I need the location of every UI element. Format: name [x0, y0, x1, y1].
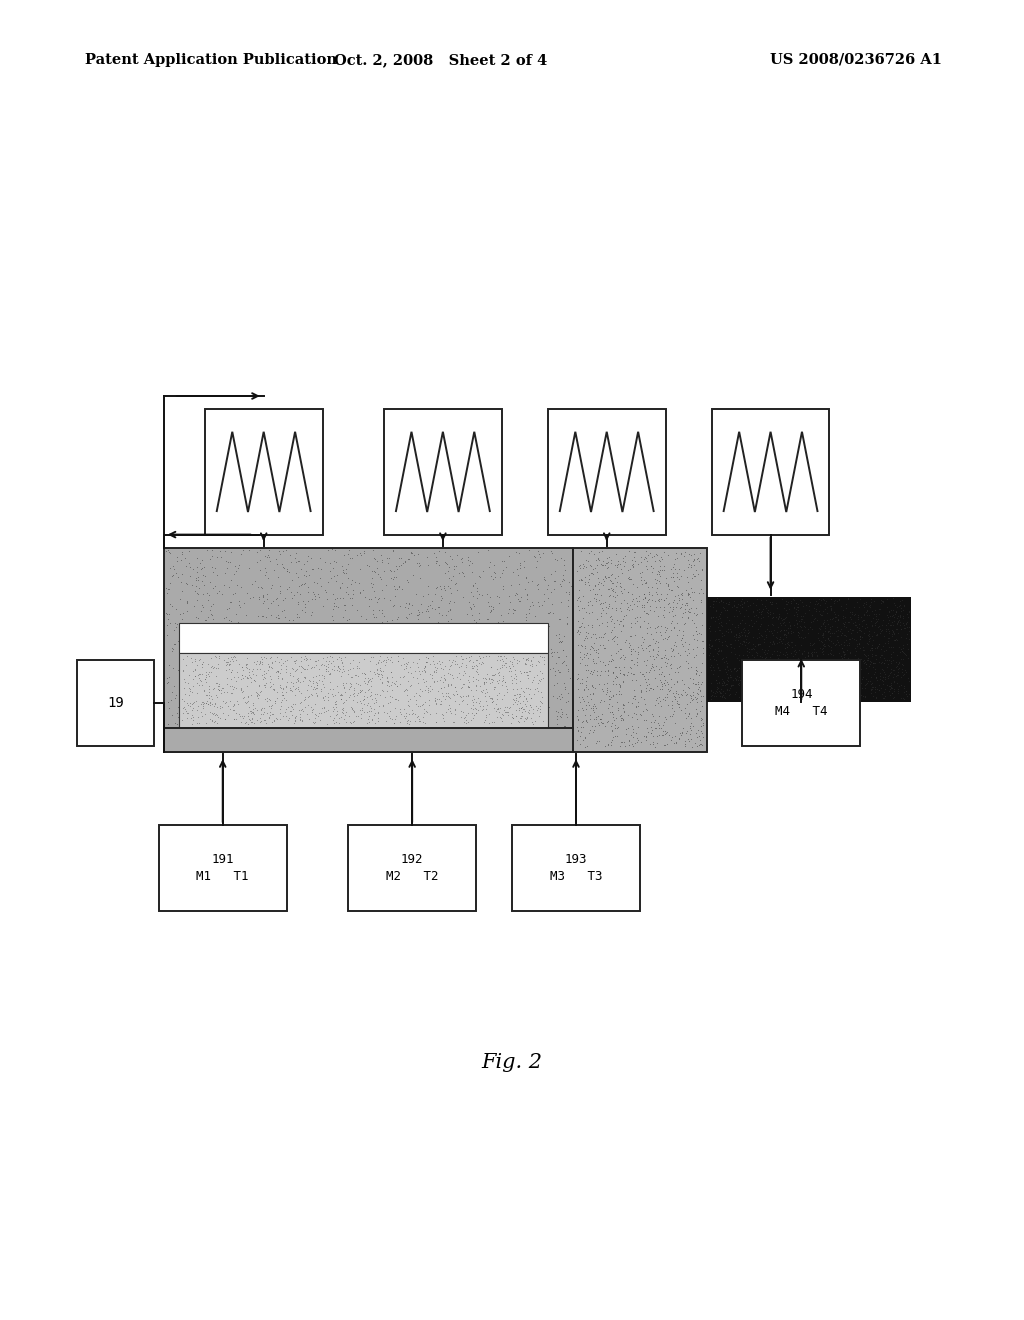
Bar [548, 409, 666, 535]
Bar [573, 548, 707, 752]
Bar [707, 597, 911, 702]
Text: Fig. 2: Fig. 2 [481, 1053, 543, 1072]
Text: Patent Application Publication: Patent Application Publication [85, 53, 337, 67]
Bar [384, 409, 502, 535]
Bar [164, 727, 573, 752]
Text: 193
M3   T3: 193 M3 T3 [550, 853, 602, 883]
Bar [179, 652, 548, 729]
Bar [77, 660, 154, 746]
Text: US 2008/0236726 A1: US 2008/0236726 A1 [770, 53, 942, 67]
Bar [159, 825, 287, 911]
Bar [179, 623, 548, 652]
Text: 191
M1   T1: 191 M1 T1 [197, 853, 249, 883]
Bar [512, 825, 640, 911]
Bar [712, 409, 829, 535]
Text: 192
M2   T2: 192 M2 T2 [386, 853, 438, 883]
Text: Oct. 2, 2008   Sheet 2 of 4: Oct. 2, 2008 Sheet 2 of 4 [334, 53, 547, 67]
Text: 194
M4   T4: 194 M4 T4 [775, 688, 827, 718]
Bar [205, 409, 323, 535]
Bar [348, 825, 476, 911]
Bar [742, 660, 860, 746]
Bar [164, 548, 573, 752]
Text: 19: 19 [106, 696, 124, 710]
